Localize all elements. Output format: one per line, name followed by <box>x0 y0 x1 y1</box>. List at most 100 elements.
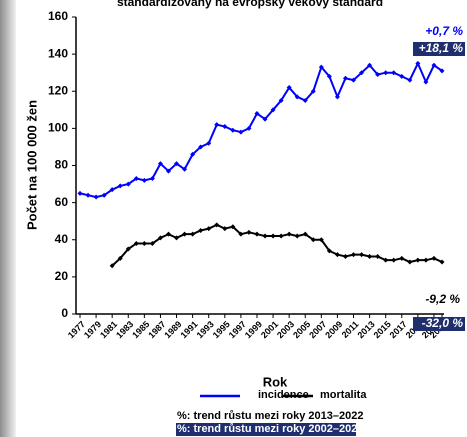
point-marker <box>407 259 413 265</box>
side-stripe <box>0 0 16 437</box>
point-marker <box>174 161 180 167</box>
point-marker <box>270 233 276 239</box>
point-marker <box>367 253 373 259</box>
x-tick-label: 1989 <box>162 319 183 340</box>
point-marker <box>190 231 196 237</box>
annotation: -32,0 % <box>422 316 464 330</box>
point-marker <box>383 70 389 76</box>
point-marker <box>399 73 405 79</box>
y-axis-label: Počet na 100 000 žen <box>24 100 39 230</box>
point-marker <box>270 107 276 113</box>
point-marker <box>334 94 340 100</box>
point-marker <box>117 255 123 261</box>
point-marker <box>439 68 445 74</box>
note-highlight <box>176 423 356 436</box>
point-marker <box>359 70 365 76</box>
point-marker <box>157 235 163 241</box>
x-tick-label: 2001 <box>259 319 280 340</box>
point-marker <box>359 252 365 258</box>
annotation: +0,7 % <box>425 24 463 38</box>
point-marker <box>230 224 236 230</box>
point-marker <box>310 88 316 94</box>
x-tick-label: 2013 <box>355 319 376 340</box>
point-marker <box>334 252 340 258</box>
point-marker <box>214 122 220 128</box>
y-tick-label: 40 <box>55 232 69 246</box>
point-marker <box>125 246 131 252</box>
x-tick-label: 2009 <box>323 319 344 340</box>
point-marker <box>222 124 228 130</box>
x-tick-label: 1999 <box>243 319 264 340</box>
point-marker <box>109 263 115 269</box>
point-marker <box>342 75 348 81</box>
point-marker <box>351 77 357 83</box>
point-marker <box>391 257 397 263</box>
point-marker <box>85 192 91 198</box>
point-marker <box>439 259 445 265</box>
x-tick-label: 1991 <box>178 319 199 340</box>
point-marker <box>149 175 155 181</box>
point-marker <box>302 231 308 237</box>
y-tick-label: 60 <box>55 195 69 209</box>
x-tick-label: 1981 <box>98 319 119 340</box>
point-marker <box>278 233 284 239</box>
point-marker <box>423 79 429 85</box>
point-marker <box>190 151 196 157</box>
point-marker <box>198 227 204 233</box>
point-marker <box>318 64 324 70</box>
y-tick-label: 80 <box>55 158 69 172</box>
point-marker <box>342 253 348 259</box>
point-marker <box>423 257 429 263</box>
y-tick-label: 20 <box>55 269 69 283</box>
point-marker <box>133 240 139 246</box>
point-marker <box>294 233 300 239</box>
point-marker <box>415 257 421 263</box>
point-marker <box>254 111 260 117</box>
point-marker <box>182 166 188 172</box>
chart-title: standardizovaný na evropský věkový stand… <box>117 0 383 9</box>
x-tick-label: 1993 <box>195 319 216 340</box>
point-marker <box>141 177 147 183</box>
note: %: trend růstu mezi roky 2013–2022 <box>177 410 363 422</box>
x-tick-label: 1987 <box>146 319 167 340</box>
x-tick-label: 1977 <box>66 319 87 340</box>
point-marker <box>206 140 212 146</box>
point-marker <box>351 252 357 258</box>
y-tick-label: 120 <box>48 83 68 97</box>
annotation: +18,1 % <box>419 41 464 55</box>
point-marker <box>101 192 107 198</box>
point-marker <box>93 194 99 200</box>
point-marker <box>302 98 308 104</box>
annotation-box <box>413 317 465 331</box>
point-marker <box>133 175 139 181</box>
point-marker <box>254 231 260 237</box>
series-line <box>79 61 443 199</box>
y-tick-label: 100 <box>48 121 68 135</box>
point-marker <box>125 181 131 187</box>
point-marker <box>109 187 115 193</box>
x-tick-label: 1985 <box>130 319 151 340</box>
point-marker <box>286 231 292 237</box>
point-marker <box>246 125 252 131</box>
point-marker <box>262 233 268 239</box>
point-marker <box>198 144 204 150</box>
point-marker <box>149 240 155 246</box>
point-marker <box>278 98 284 104</box>
annotation: -9,2 % <box>425 292 460 306</box>
point-marker <box>326 248 332 254</box>
x-tick-label: 2017 <box>388 319 409 340</box>
point-marker <box>318 237 324 243</box>
x-tick-label: 2007 <box>307 319 328 340</box>
point-marker <box>230 127 236 133</box>
point-marker <box>383 257 389 263</box>
point-marker <box>238 231 244 237</box>
point-marker <box>431 62 437 68</box>
point-marker <box>182 231 188 237</box>
point-marker <box>391 70 397 76</box>
note: %: trend růstu mezi roky 2002–2022 <box>177 423 363 435</box>
point-marker <box>206 226 212 232</box>
point-marker <box>165 168 171 174</box>
point-marker <box>157 161 163 167</box>
point-marker <box>262 116 268 122</box>
